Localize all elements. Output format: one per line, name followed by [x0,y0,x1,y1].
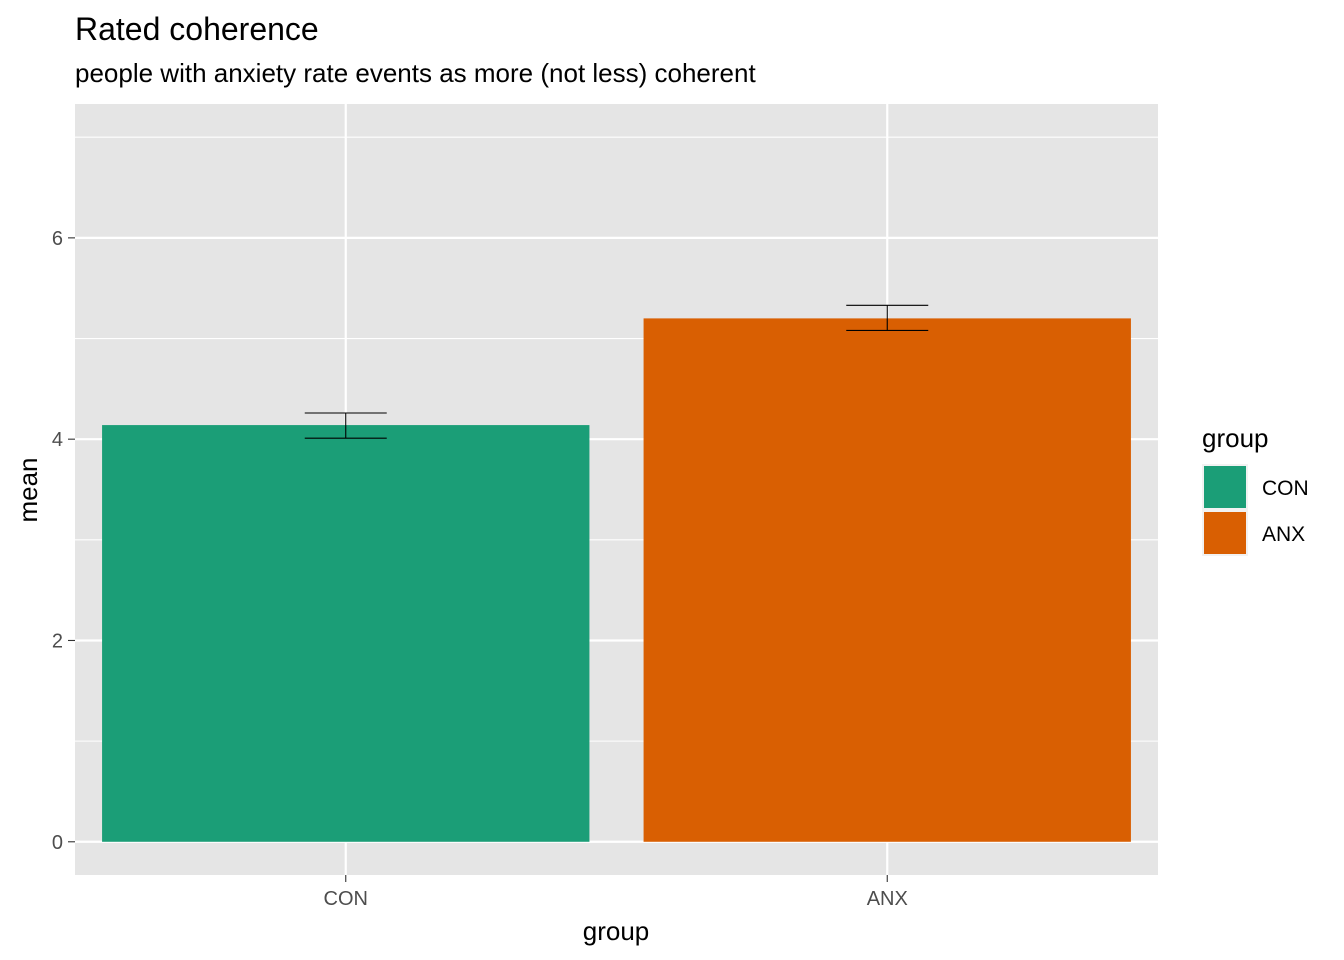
y-tick-label: 6 [52,228,63,250]
x-axis-title: group [583,916,650,946]
y-axis-title: mean [13,457,43,522]
y-tick-label: 4 [52,429,63,451]
legend-label-anx: ANX [1262,523,1305,546]
chart-subtitle: people with anxiety rate events as more … [75,58,756,88]
x-tick-label: ANX [867,888,908,910]
plot-area: 0 2 4 6 CON ANX [52,104,1158,910]
y-tick-label: 2 [52,630,63,652]
legend: group CON ANX [1202,423,1309,556]
legend-swatch-anx [1204,512,1246,554]
x-tick-label: CON [324,888,368,910]
legend-label-con: CON [1262,477,1309,500]
bar-anx [643,318,1131,842]
chart-title: Rated coherence [75,11,319,47]
y-tick-label: 0 [52,832,63,854]
legend-swatch-con [1204,466,1246,508]
bar-con [102,425,590,842]
legend-title: group [1202,423,1269,453]
